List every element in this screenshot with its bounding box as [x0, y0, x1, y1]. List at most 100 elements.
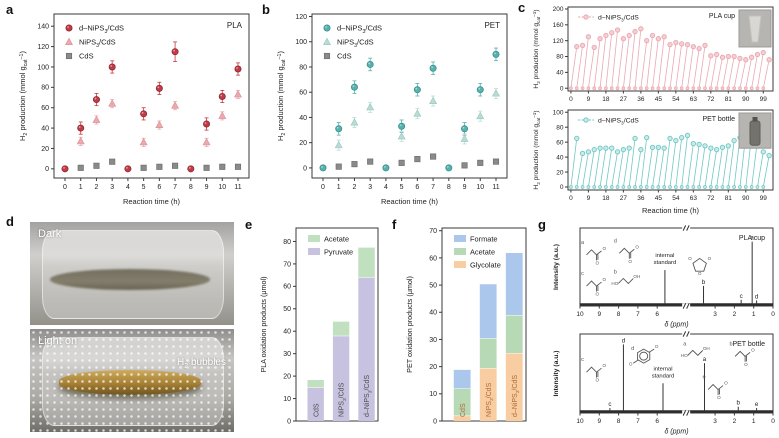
svg-text:O: O [717, 395, 721, 400]
cycle-peak-point [760, 49, 766, 56]
y-tick-label: 80 [41, 85, 49, 92]
cycle-peak-point [614, 27, 621, 33]
cycle-peak-point [696, 45, 702, 52]
legend-label: CdS [79, 52, 94, 61]
cycle-start-point [604, 185, 608, 189]
cycle-peak-point [690, 43, 696, 50]
data-point [203, 120, 211, 128]
x-tick-label: 36 [637, 195, 645, 202]
y-axis-label: PET oxidation products (μmol) [405, 276, 414, 373]
data-point [398, 122, 406, 130]
axis-frame [567, 6, 774, 92]
x-tick-label: 27 [620, 195, 628, 202]
y-axis-label: H2 production (mmol gcat–1) [532, 110, 541, 189]
cycle-line [617, 38, 624, 89]
molecule-structure-ring: O O O [688, 256, 712, 276]
data-point [366, 60, 374, 68]
x-tick-label: 8 [189, 184, 193, 191]
x-tick-label: 9 [205, 184, 209, 191]
data-point [476, 86, 484, 94]
data-point [323, 52, 331, 60]
svg-text:OH: OH [703, 346, 710, 351]
bar-category-label: CdS [460, 403, 467, 417]
cycle-start-point [714, 86, 719, 91]
cycle-line [669, 140, 677, 188]
x-tick-label: 0 [321, 184, 325, 191]
cycle-peak-point [614, 149, 621, 155]
legend-swatch [308, 248, 320, 255]
x-tick-label: 3 [713, 418, 717, 425]
y-axis-label: H2 production (mmol gcat–1) [18, 51, 29, 141]
cycle-peak-point [655, 144, 662, 151]
cycle-peak-point [702, 42, 708, 49]
data-point [461, 125, 469, 133]
y-tick-label: 120 [295, 14, 307, 21]
y-tick-label: 60 [41, 105, 49, 112]
cycle-peak-point [743, 57, 749, 63]
bar-segment-acetate [505, 314, 523, 354]
data-point [460, 134, 469, 142]
bar-segment-pyruvate [332, 335, 350, 421]
cycle-peak-point [579, 42, 586, 49]
cycle-start-point [569, 185, 573, 189]
legend-swatch [454, 261, 466, 268]
y-tick-label: 50 [283, 306, 291, 313]
cycle-peak-point [649, 32, 656, 39]
bar-segment-formate [479, 283, 497, 339]
y-tick-label: 70 [283, 261, 291, 268]
photo-panel: Dark Light on H2 bubbles [30, 222, 234, 432]
legend-label: NiPS3/CdS [79, 38, 116, 49]
y-tick-label: 0 [45, 166, 49, 173]
cycle-line [622, 148, 630, 188]
legend-label: Glycolate [470, 260, 501, 269]
cycle-peak-point [574, 43, 580, 50]
svg-text:O: O [751, 347, 755, 352]
x-tick-label: 90 [742, 96, 750, 103]
data-point [397, 131, 406, 140]
cycle-peak-point [649, 144, 656, 151]
cycle-start-point [574, 185, 579, 189]
cycle-peak-point [603, 32, 609, 39]
cycle-line [657, 36, 665, 89]
svg-text:O: O [744, 362, 748, 367]
x-tick-label: 1 [752, 311, 756, 318]
y-tick-label: 120 [553, 38, 564, 45]
bar-segment-pyruvate [358, 277, 375, 421]
panel-g-top-svg: 10 9 8 7 6 3 2 1 0δ (ppm)Intensity (a.u.)PLA cup… [553, 225, 775, 329]
x-tick-label: 6 [655, 418, 659, 425]
cycle-line [710, 149, 718, 188]
panel-tag: PET bottle [732, 341, 765, 348]
cycle-peak-point [760, 149, 766, 155]
molecule-structure-d: O Od [614, 238, 640, 264]
marker-highlight [94, 97, 97, 100]
cycle-line [663, 138, 671, 188]
axis-frame [579, 227, 774, 307]
cycle-peak-point [754, 51, 761, 58]
cycle-peak-point [725, 53, 731, 60]
x-tick-label: 4 [384, 184, 388, 191]
cycle-start-point [749, 86, 754, 91]
cycle-line [675, 43, 683, 89]
molecule-structure-b: HO OH b [611, 269, 640, 286]
x-tick-label: 54 [672, 195, 680, 202]
cycle-line [698, 145, 706, 188]
y-tick-label: 140 [37, 24, 49, 31]
data-point [77, 124, 85, 132]
svg-text:O: O [655, 344, 659, 349]
cycle-peak-point [638, 146, 644, 153]
bar-segment-acetate [358, 247, 375, 278]
molecule-structure-a: O Oa [581, 240, 607, 266]
cycle-peak-point [713, 51, 720, 58]
y-tick-label: 20 [299, 140, 307, 147]
internal-standard-label: internal [655, 253, 674, 259]
x-tick-label: 9 [597, 311, 601, 318]
cycle-start-point [743, 185, 748, 189]
bar-segment-glycolate [505, 353, 523, 421]
panel-letter-g: g [538, 217, 546, 232]
svg-text:HO: HO [681, 353, 688, 358]
internal-standard-label: internal [653, 366, 672, 372]
cycle-line [634, 28, 642, 89]
cycle-start-point [685, 185, 690, 189]
cycle-peak-point [591, 146, 597, 153]
x-tick-label: 10 [476, 184, 484, 191]
